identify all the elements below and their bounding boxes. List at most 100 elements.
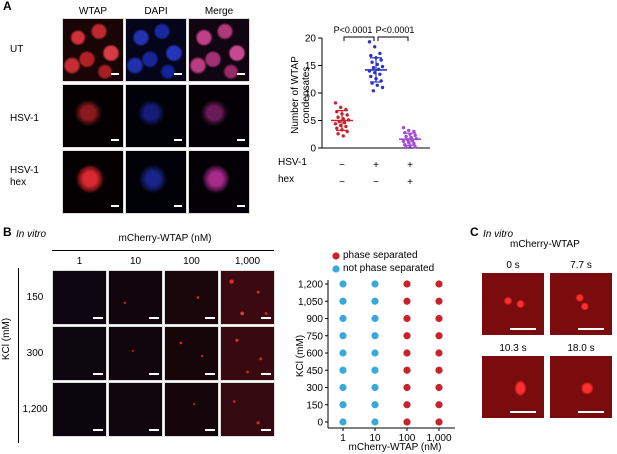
conc-10: 10 bbox=[129, 256, 142, 267]
micrograph-hsv1-wtap bbox=[62, 84, 124, 148]
chart-b-xlabel: mCherry-WTAP (nM) bbox=[348, 442, 442, 453]
y-tick-label: 1,050 bbox=[298, 297, 323, 308]
y-tick-label: 450 bbox=[306, 366, 323, 377]
phase-point bbox=[371, 401, 379, 409]
conc-100: 100 bbox=[183, 256, 200, 267]
scale-bar bbox=[174, 73, 182, 75]
vitro-300-1000 bbox=[220, 326, 275, 381]
data-point bbox=[380, 64, 385, 69]
hsv1-sign: + bbox=[407, 160, 413, 171]
vitro-1200-100 bbox=[164, 382, 219, 437]
col-header-wtap: WTAP bbox=[78, 6, 108, 17]
micrograph-hsv1-merge bbox=[188, 84, 250, 148]
vitro-1200-10 bbox=[108, 382, 163, 437]
timelapse-7-7s bbox=[550, 273, 612, 335]
row-label-hsv1-hex: HSV-1 hex bbox=[10, 165, 39, 188]
data-point bbox=[412, 141, 416, 146]
legend-dot-phase-separated bbox=[332, 252, 340, 260]
legend-dot-not-phase-separated bbox=[332, 265, 340, 273]
y-tick-label: 750 bbox=[306, 331, 323, 342]
panel-c-letter: C bbox=[470, 225, 479, 239]
panel-a-letter: A bbox=[3, 0, 12, 13]
time-18-0s: 18.0 s bbox=[567, 343, 595, 354]
panel-c-subtitle: In vitro bbox=[483, 229, 514, 240]
hsv1-sign: + bbox=[373, 160, 379, 171]
kcl-1200: 1,200 bbox=[22, 404, 48, 415]
scale-bar bbox=[237, 73, 245, 75]
scale-bar bbox=[93, 373, 103, 375]
y-tick-label: 15 bbox=[305, 61, 317, 72]
timelapse-18-0s bbox=[550, 356, 612, 418]
phase-point bbox=[339, 297, 347, 305]
scale-bar bbox=[174, 205, 182, 207]
data-point bbox=[369, 74, 373, 79]
kcl-rule bbox=[18, 268, 19, 443]
vitro-150-100 bbox=[164, 270, 219, 325]
panel-b-letter: B bbox=[3, 225, 12, 239]
x-tick-label: 1 bbox=[340, 433, 346, 444]
time-10-3s: 10.3 s bbox=[499, 343, 527, 354]
phase-point bbox=[435, 280, 443, 288]
significance-bracket bbox=[377, 36, 409, 41]
data-point bbox=[336, 115, 340, 119]
hex-sign: − bbox=[339, 177, 345, 188]
scale-bar bbox=[261, 317, 271, 319]
row-label-hsv1: HSV-1 bbox=[10, 113, 39, 124]
phase-point bbox=[435, 297, 443, 305]
data-point bbox=[339, 105, 343, 110]
phase-point bbox=[435, 332, 443, 340]
phase-point bbox=[403, 314, 411, 323]
vitro-1200-1000 bbox=[220, 382, 275, 437]
scale-bar bbox=[111, 205, 119, 207]
phase-point bbox=[339, 383, 347, 392]
micrograph-hex-merge bbox=[188, 150, 250, 214]
scale-bar bbox=[237, 139, 245, 141]
vitro-300-100 bbox=[164, 326, 219, 381]
scale-bar bbox=[149, 317, 159, 319]
phase-point bbox=[371, 349, 379, 357]
phase-point bbox=[435, 314, 443, 323]
micrograph-ut-wtap bbox=[62, 18, 124, 82]
data-point bbox=[407, 128, 411, 133]
scale-bar bbox=[578, 328, 604, 330]
scale-bar bbox=[111, 73, 119, 75]
phase-point bbox=[371, 332, 379, 340]
scale-bar bbox=[93, 317, 103, 319]
conc-header-rule bbox=[52, 250, 274, 251]
y-tick-label: 300 bbox=[306, 383, 323, 394]
phase-point bbox=[403, 297, 411, 305]
phase-point bbox=[339, 366, 347, 374]
data-point bbox=[370, 60, 374, 64]
y-tick-label: 900 bbox=[306, 314, 323, 325]
scale-bar bbox=[205, 373, 215, 375]
vitro-150-10 bbox=[108, 270, 163, 325]
phase-point bbox=[339, 401, 347, 409]
data-point bbox=[336, 132, 340, 136]
y-tick-label: 1,200 bbox=[298, 280, 323, 291]
legend-phase-separated: phase separated bbox=[343, 250, 418, 261]
scale-bar bbox=[510, 328, 536, 330]
scale-bar bbox=[205, 317, 215, 319]
scale-bar bbox=[261, 429, 271, 431]
data-point bbox=[333, 101, 338, 105]
panel-b-subtitle: In vitro bbox=[16, 229, 47, 240]
data-point bbox=[371, 89, 376, 93]
col-header-dapi: DAPI bbox=[144, 6, 168, 17]
micrograph-hex-wtap bbox=[62, 150, 124, 214]
phase-point bbox=[339, 349, 347, 357]
vitro-1200-1 bbox=[52, 382, 107, 437]
micrograph-ut-merge bbox=[188, 18, 250, 82]
y-tick-label: 600 bbox=[306, 349, 323, 360]
significance-bracket bbox=[343, 36, 375, 41]
scale-bar bbox=[149, 373, 159, 375]
data-point bbox=[401, 139, 406, 144]
x-tick-label: 100 bbox=[399, 433, 416, 444]
data-point bbox=[369, 53, 373, 58]
p-value-1: P<0.0001 bbox=[333, 25, 373, 35]
phase-point bbox=[403, 383, 411, 392]
data-point bbox=[379, 58, 383, 62]
time-7-7s: 7.7 s bbox=[570, 260, 592, 271]
data-point bbox=[413, 133, 417, 138]
phase-point bbox=[403, 418, 411, 426]
